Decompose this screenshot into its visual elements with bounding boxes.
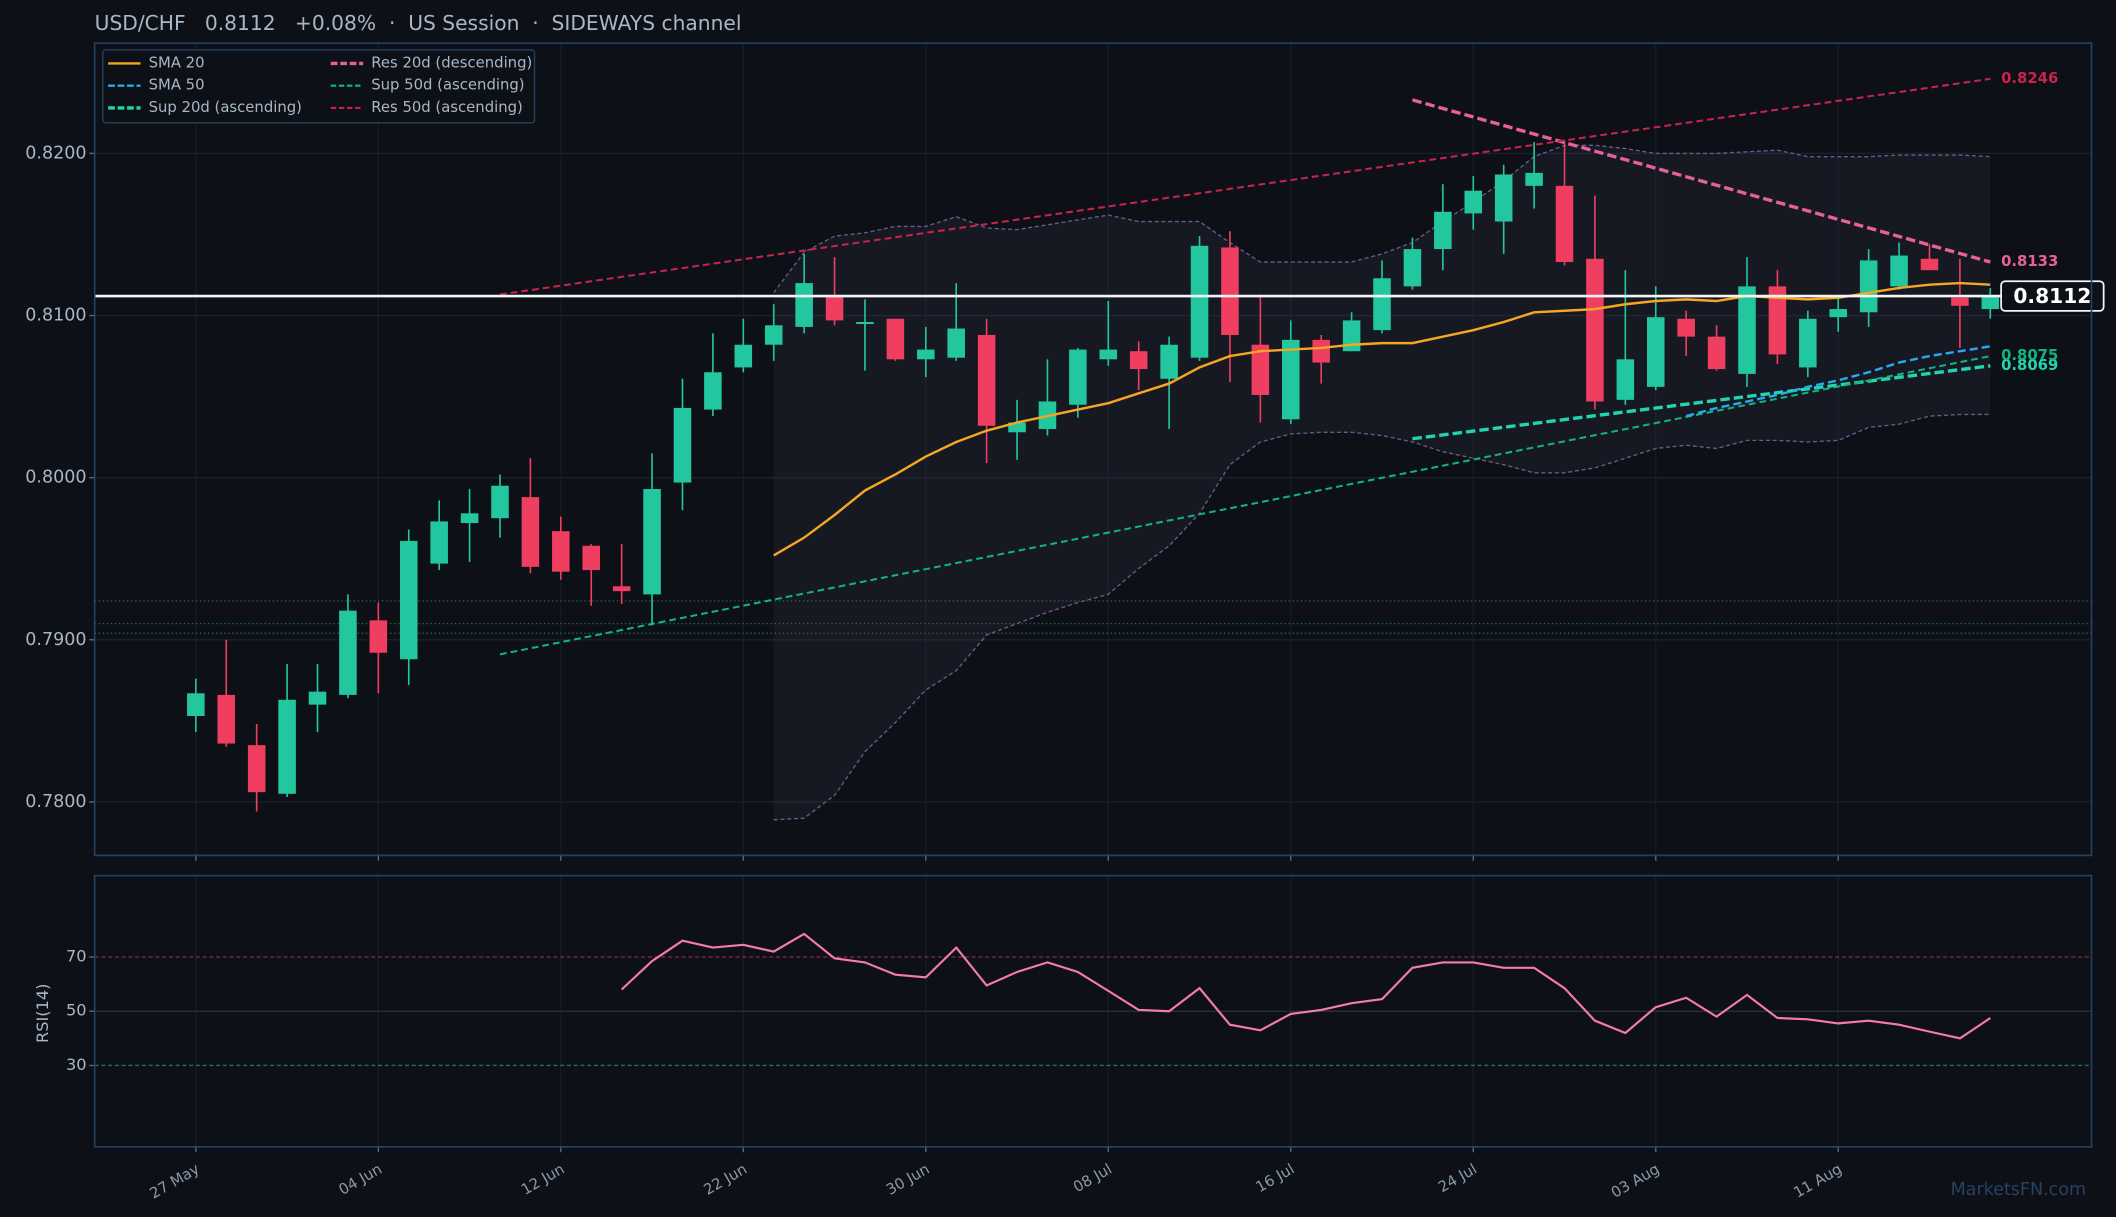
candle-body	[764, 325, 783, 345]
candle-body	[1403, 249, 1422, 287]
trendline	[499, 355, 1991, 656]
legend-label: Sup 20d (ascending)	[149, 99, 302, 116]
legend-box	[102, 49, 536, 124]
candle-body	[1282, 339, 1300, 420]
rsi-panel-frame	[93, 874, 2093, 1148]
candle-body	[734, 344, 753, 368]
candle-body	[339, 610, 357, 695]
candle-body	[1981, 296, 2000, 310]
candle-body	[643, 489, 661, 595]
last-price-label: 0.8112	[2013, 284, 2091, 308]
rsi-tick-label: 50	[66, 1001, 87, 1020]
rsi-tick-label: 70	[66, 947, 87, 966]
trendline-label: 0.8133	[2001, 253, 2058, 270]
watermark: MarketsFN.com	[1951, 1180, 2086, 1200]
candle-body	[552, 531, 570, 572]
candle-body	[1251, 344, 1270, 395]
rsi-tick-label: 30	[66, 1055, 87, 1074]
legend-label: Res 20d (descending)	[371, 54, 532, 71]
candle-body	[1768, 286, 1787, 355]
candle-body	[917, 349, 935, 360]
candle-body	[1707, 336, 1726, 370]
candle-body	[886, 318, 905, 360]
trendline-label: 0.8075	[2001, 347, 2058, 364]
candle-body	[947, 328, 965, 358]
trendline	[1412, 364, 1991, 441]
candle-body	[187, 693, 205, 716]
candle-body	[1738, 286, 1756, 374]
candle-body	[1525, 172, 1543, 186]
band-lower	[773, 413, 1991, 821]
candle-body	[1799, 318, 1817, 368]
band-upper	[773, 144, 1991, 294]
candle-body	[1494, 174, 1513, 222]
trendline-label: 0.8069	[2001, 357, 2058, 374]
candle-body	[430, 521, 448, 564]
candle-body	[612, 586, 631, 592]
candle-body	[308, 691, 327, 705]
price-panel-frame	[93, 42, 2093, 857]
rsi-line	[620, 932, 1991, 1040]
candle-body	[582, 545, 601, 571]
candle-body	[1859, 260, 1878, 313]
candle-body	[673, 407, 692, 483]
sma-line	[773, 281, 1991, 557]
candle-body	[278, 699, 296, 794]
candle-body	[1677, 318, 1695, 337]
candle-body	[1646, 317, 1665, 387]
y-tick-label: 0.8200	[25, 143, 86, 163]
candle-body	[399, 540, 418, 660]
candle-body	[977, 334, 996, 426]
candle-body	[460, 513, 479, 524]
candle-body	[1373, 278, 1391, 331]
candle-body	[1555, 185, 1574, 263]
candle-body	[704, 372, 722, 410]
candle-body	[856, 322, 874, 325]
candle-body	[1586, 258, 1604, 402]
candle-body	[1312, 339, 1330, 363]
candle-body	[1190, 245, 1209, 358]
y-tick-label: 0.8000	[25, 468, 86, 488]
candle-body	[491, 485, 509, 519]
candle-body	[1464, 190, 1483, 214]
legend-label: SMA 50	[149, 77, 205, 94]
rsi-axis-label: RSI(14)	[33, 984, 52, 1044]
candle-body	[1069, 349, 1087, 405]
candle-body	[1221, 247, 1239, 335]
candle-body	[1160, 344, 1178, 379]
candle-body	[1829, 309, 1848, 318]
candle-body	[1616, 359, 1635, 400]
candle-body	[1890, 255, 1908, 287]
candle-body	[795, 283, 813, 327]
y-tick-label: 0.7800	[25, 792, 86, 812]
candle-body	[1008, 422, 1026, 433]
candle-body	[247, 745, 266, 793]
candle-body	[217, 694, 236, 744]
legend-label: Sup 50d (ascending)	[371, 77, 524, 94]
candle-body	[1920, 258, 1939, 271]
y-tick-label: 0.7900	[25, 630, 86, 650]
candle-body	[1129, 351, 1148, 370]
legend-label: SMA 20	[149, 54, 205, 71]
trendline-label: 0.8246	[2001, 70, 2058, 87]
candle-body	[1099, 349, 1118, 360]
candle-body	[521, 497, 540, 567]
trendline	[1411, 98, 1991, 264]
y-tick-label: 0.8100	[25, 306, 86, 326]
candle-body	[825, 296, 844, 321]
legend-label: Res 50d (ascending)	[371, 99, 523, 116]
trendline	[499, 77, 1991, 296]
sma-line	[1685, 345, 1991, 418]
last-price-box	[2000, 280, 2105, 312]
candle-body	[1951, 297, 1969, 306]
chart-title: USD/CHF 0.8112 +0.08% · US Session · SID…	[95, 11, 742, 35]
candle-body	[369, 620, 388, 653]
candle-body	[1434, 211, 1452, 250]
